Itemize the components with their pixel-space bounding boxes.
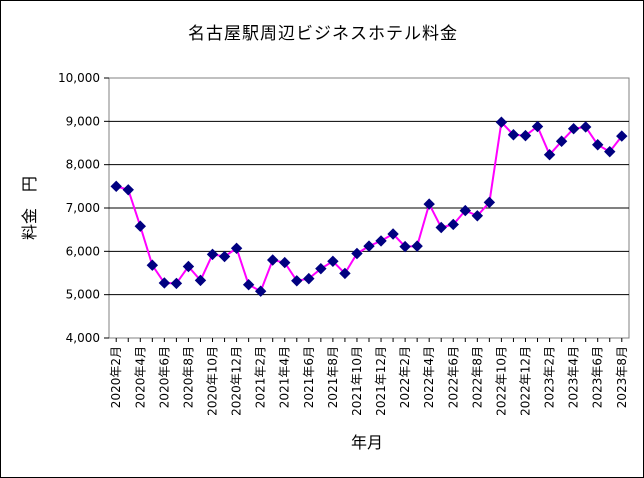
x-tick-label: 2022年12月 xyxy=(518,346,532,416)
y-tick-label: 10,000 xyxy=(58,71,100,85)
data-point xyxy=(218,250,231,263)
data-point xyxy=(495,116,508,128)
y-axis-label: 料金 円 xyxy=(20,176,39,240)
y-tick-label: 9,000 xyxy=(66,114,100,128)
y-tick-label: 8,000 xyxy=(66,158,100,172)
data-point xyxy=(375,235,387,247)
data-point xyxy=(435,221,447,234)
data-point xyxy=(519,129,532,142)
x-tick-label: 2023年6月 xyxy=(591,346,605,408)
x-tick-label: 2021年4月 xyxy=(278,346,292,408)
chart-title: 名古屋駅周辺ビジネスホテル料金 xyxy=(188,24,458,44)
data-point xyxy=(399,240,411,253)
x-tick-label: 2020年8月 xyxy=(181,346,195,408)
x-tick-label: 2023年4月 xyxy=(567,346,581,408)
data-point xyxy=(158,277,171,289)
data-point xyxy=(507,129,520,141)
data-point xyxy=(339,267,351,280)
x-tick-label: 2022年4月 xyxy=(422,346,436,408)
data-point xyxy=(555,135,568,147)
data-point xyxy=(146,259,159,271)
data-point xyxy=(616,130,628,142)
data-point xyxy=(242,278,255,291)
data-point xyxy=(351,247,363,260)
data-point xyxy=(303,272,315,285)
x-tick-label: 2020年6月 xyxy=(157,346,171,408)
data-point xyxy=(230,242,243,255)
data-point xyxy=(423,198,435,210)
x-tick-label: 2022年8月 xyxy=(470,346,484,408)
x-tick-label: 2020年4月 xyxy=(133,346,147,408)
x-tick-label: 2022年2月 xyxy=(398,346,412,408)
x-axis-label: 年月 xyxy=(351,433,383,452)
x-tick-label: 2020年10月 xyxy=(206,346,220,416)
data-point xyxy=(279,256,291,269)
x-axis-ticks: 2020年2月 2020年4月 2020年6月 2020年8月 2020年10月 2020… xyxy=(109,338,629,416)
data-point xyxy=(531,120,544,133)
x-tick-label: 2021年10月 xyxy=(350,346,364,416)
y-tick-label: 4,000 xyxy=(66,331,100,345)
x-tick-label: 2021年2月 xyxy=(254,346,268,408)
y-axis-ticks: 4,000 5,000 6,000 7,000 8,000 9,000 10,000 xyxy=(58,71,109,345)
x-tick-label: 2022年10月 xyxy=(494,346,508,416)
y-tick-label: 5,000 xyxy=(66,288,100,302)
data-point xyxy=(447,218,459,231)
y-tick-label: 6,000 xyxy=(66,244,100,258)
data-point xyxy=(459,204,472,217)
x-tick-label: 2022年6月 xyxy=(446,346,460,408)
data-point xyxy=(387,228,399,240)
x-tick-label: 2021年12月 xyxy=(374,346,388,416)
data-point xyxy=(291,275,303,287)
data-point xyxy=(266,254,279,266)
data-point xyxy=(543,148,556,161)
data-point xyxy=(483,196,496,209)
x-tick-label: 2021年8月 xyxy=(326,346,340,408)
x-tick-label: 2020年2月 xyxy=(109,346,123,408)
data-markers xyxy=(110,116,628,297)
x-tick-label: 2023年8月 xyxy=(615,346,629,408)
data-point xyxy=(471,210,484,222)
data-point xyxy=(363,240,375,252)
x-tick-label: 2021年6月 xyxy=(302,346,316,408)
data-point xyxy=(604,145,616,158)
data-point xyxy=(315,262,327,275)
data-point xyxy=(110,180,122,193)
data-point xyxy=(134,220,147,232)
data-point xyxy=(206,248,219,261)
data-point xyxy=(579,121,592,133)
data-point xyxy=(182,260,195,273)
data-point xyxy=(254,285,267,297)
data-point xyxy=(327,255,339,268)
data-point xyxy=(411,240,423,252)
data-point xyxy=(194,274,207,287)
x-tick-label: 2023年2月 xyxy=(543,346,557,408)
x-tick-label: 2020年12月 xyxy=(230,346,244,416)
data-point xyxy=(567,122,580,135)
data-point xyxy=(591,139,604,151)
y-tick-label: 7,000 xyxy=(66,201,100,215)
data-point xyxy=(122,184,134,196)
data-point xyxy=(170,277,183,290)
